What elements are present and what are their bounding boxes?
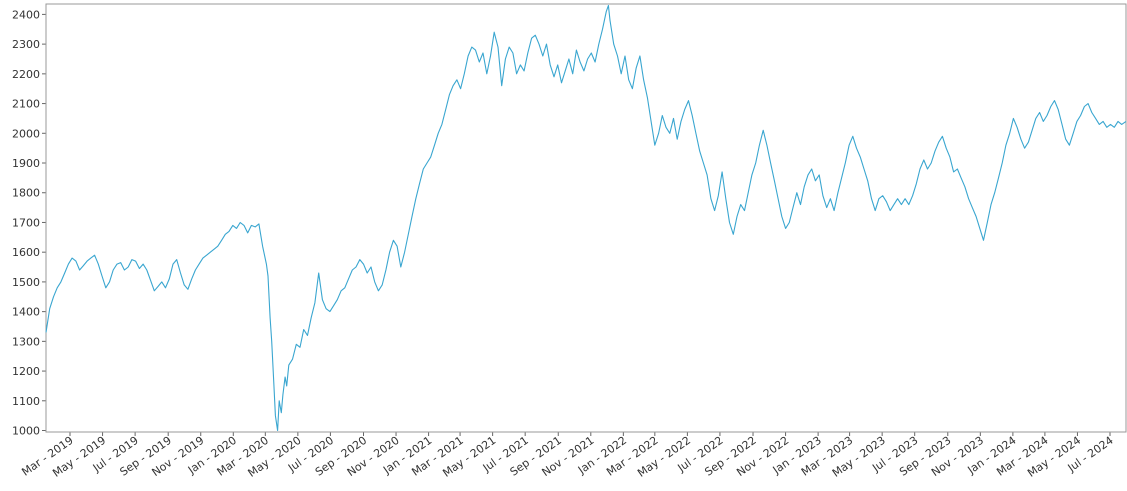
y-tick-label: 2200 xyxy=(12,68,40,81)
y-tick-label: 1900 xyxy=(12,157,40,170)
y-tick-label: 2300 xyxy=(12,38,40,51)
y-tick-label: 1800 xyxy=(12,187,40,200)
y-tick-label: 1400 xyxy=(12,306,40,319)
y-tick-label: 1300 xyxy=(12,335,40,348)
series-line xyxy=(45,4,1127,432)
y-tick-label: 1000 xyxy=(12,425,40,438)
plot-area xyxy=(45,3,1127,433)
y-tick-label: 1700 xyxy=(12,216,40,229)
y-tick-label: 1200 xyxy=(12,365,40,378)
y-tick-label: 2400 xyxy=(12,8,40,21)
y-tick-label: 2100 xyxy=(12,98,40,111)
y-axis: 1000 1100 1200 1300 1400 1500 1600 1700 1800 1900… xyxy=(12,8,46,438)
y-tick-label: 2000 xyxy=(12,127,40,140)
y-tick-label: 1500 xyxy=(12,276,40,289)
plot-frame xyxy=(45,3,1127,433)
y-tick-label: 1600 xyxy=(12,246,40,259)
y-tick-label: 1100 xyxy=(12,395,40,408)
